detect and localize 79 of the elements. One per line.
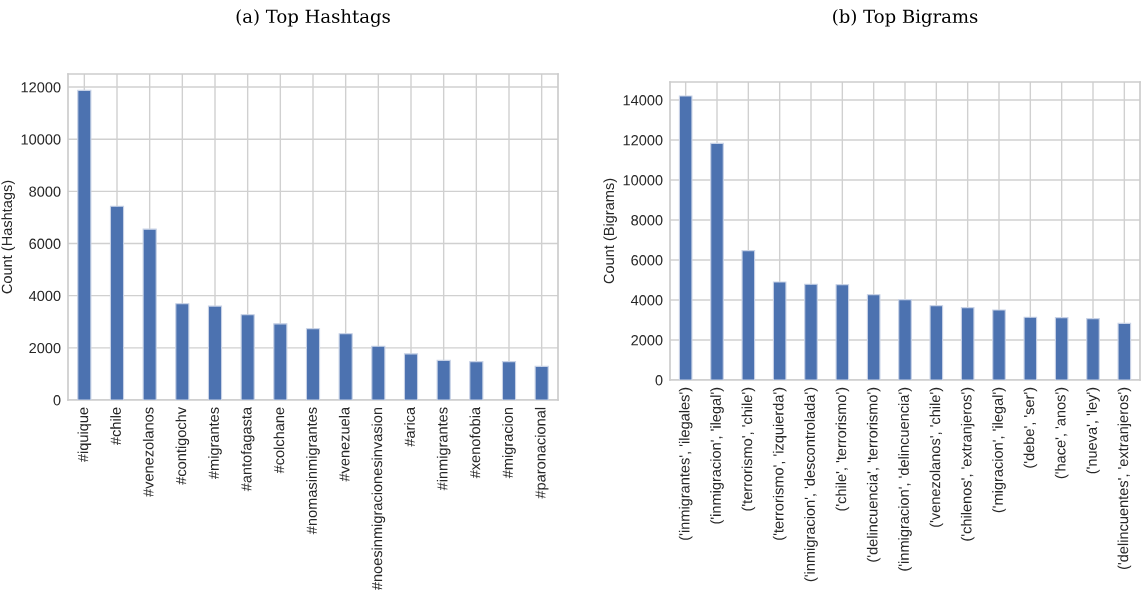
x-tick-label: #noesinmigracionesinvasion [371, 407, 386, 591]
bar [273, 323, 288, 400]
bar [175, 303, 190, 400]
y-tick-label: 8000 [631, 215, 663, 226]
bar [1086, 318, 1100, 380]
y-tick-label: 12000 [21, 82, 61, 93]
bar [835, 284, 850, 380]
bar [207, 305, 223, 400]
x-tick-label: ('inmigracion', 'delincuencia') [898, 387, 912, 571]
bar [960, 307, 975, 380]
x-tick-label: ('terrorismo', 'izquierda') [772, 387, 787, 540]
x-tick-label: #xenofobia [469, 406, 481, 479]
bar [992, 309, 1006, 380]
bar [866, 294, 881, 380]
bar [898, 299, 912, 380]
x-tick-label: ('migracion', 'ilegal') [992, 387, 1006, 513]
x-tick-label: #migrantes [208, 407, 222, 480]
bar [501, 361, 517, 400]
bar [804, 283, 818, 380]
bar [929, 305, 944, 380]
y-tick-label: 10000 [623, 175, 663, 186]
y-tick-label: 14000 [623, 95, 663, 106]
bar [371, 345, 386, 400]
y-tick-label: 6000 [29, 238, 61, 249]
x-tick-label: ('inmigracion', 'ilegal') [710, 387, 724, 524]
y-tick-label: 4000 [630, 295, 663, 306]
x-tick-label: #venezolanos [142, 407, 154, 497]
bar [109, 205, 125, 400]
bar [741, 250, 756, 380]
chart-title: (a) Top Hashtags [236, 9, 390, 27]
y-tick-label: 8000 [29, 186, 61, 197]
x-tick-label: ('nueva', 'ley') [1086, 387, 1100, 474]
x-tick-label: #chile [110, 407, 121, 445]
y-tick-label: 2000 [29, 342, 61, 354]
x-tick-label: ('terrorismo', 'chile') [741, 387, 756, 511]
x-tick-label: #arica [404, 406, 415, 447]
y-tick-label: 0 [53, 395, 61, 406]
bar [469, 361, 484, 400]
x-tick-label: ('venezolanos', 'chile') [929, 387, 944, 527]
x-tick-label: ('inmigracion', 'descontrolada') [804, 387, 818, 582]
y-axis-title: Count (Bigrams) [603, 178, 617, 284]
bar [678, 95, 693, 380]
x-tick-label: #antofagasta [240, 406, 255, 492]
bar [1054, 317, 1069, 380]
x-tick-label: #nomasinmigrantes [306, 407, 320, 535]
x-tick-label: ('delincuentes', 'extranjeros') [1117, 387, 1132, 570]
y-tick-label: 4000 [28, 290, 61, 302]
x-tick-label: ('inmigrantes', 'ilegales') [678, 387, 693, 540]
y-tick-label: 0 [655, 375, 663, 386]
y-tick-label: 6000 [631, 255, 663, 266]
bar [534, 365, 549, 400]
x-tick-label: #venezuela [338, 406, 350, 482]
bar [436, 359, 451, 400]
y-tick-label: 10000 [21, 134, 61, 145]
bar [772, 281, 787, 380]
x-tick-label: ('hace', 'anos') [1054, 387, 1069, 479]
x-tick-label: ('chilenos', 'extranjeros') [960, 387, 975, 541]
x-tick-label: #paronacional [534, 407, 549, 499]
x-tick-label: #inmigrantes [436, 407, 451, 491]
bar [305, 328, 321, 400]
x-tick-label: ('delincuencia', 'terrorismo') [866, 387, 881, 562]
x-tick-label: #migracion [502, 407, 516, 479]
bar [710, 142, 724, 380]
bar [1023, 316, 1038, 380]
bar [142, 228, 157, 400]
bar [77, 89, 92, 400]
x-tick-label: #contigochv [175, 406, 190, 485]
y-axis-title: Count (Hashtags) [1, 180, 15, 294]
x-tick-label: #colchane [273, 407, 285, 474]
bar [403, 353, 419, 400]
bar [240, 314, 255, 400]
x-tick-label: ('chile', 'terrorismo') [835, 387, 850, 511]
bar [338, 333, 353, 400]
y-tick-label: 2000 [631, 335, 663, 346]
x-tick-label: #iquique [77, 407, 92, 463]
bar [1117, 322, 1132, 380]
chart-title: (b) Top Bigrams [833, 9, 978, 27]
y-tick-label: 12000 [623, 135, 663, 146]
x-tick-label: ('debe', 'ser') [1023, 387, 1038, 468]
